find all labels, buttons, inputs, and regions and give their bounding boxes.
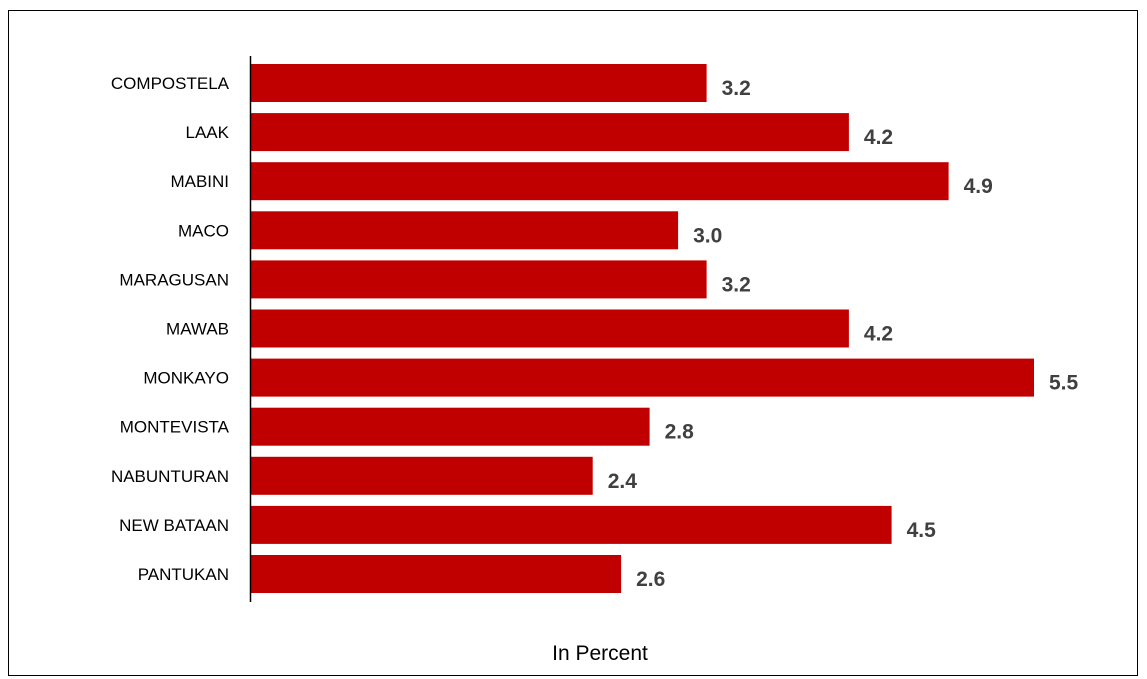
value-label: 4.5 — [907, 519, 937, 542]
value-label: 4.9 — [964, 175, 993, 198]
category-label: LAAK — [186, 123, 230, 142]
category-label: NEW BATAAN — [119, 516, 229, 535]
category-label: MONKAYO — [143, 369, 229, 388]
category-label: MACO — [178, 221, 229, 240]
value-label: 4.2 — [864, 323, 893, 346]
value-label: 3.2 — [722, 77, 751, 100]
category-label: COMPOSTELA — [111, 74, 230, 93]
bars-layer — [251, 64, 1034, 593]
value-label: 5.5 — [1049, 372, 1079, 395]
x-axis-title: In Percent — [552, 642, 648, 665]
category-label: PANTUKAN — [138, 565, 229, 584]
bar-new-bataan — [251, 505, 892, 544]
bar-pantukan — [251, 555, 622, 593]
bar-mawab — [251, 309, 849, 348]
bar-maragusan — [251, 260, 707, 299]
bar-monkayo — [251, 358, 1034, 397]
category-label: MONTEVISTA — [120, 418, 230, 437]
category-label: MARAGUSAN — [119, 270, 229, 289]
bar-montevista — [251, 407, 650, 446]
value-label: 3.0 — [693, 224, 722, 247]
bar-maco — [251, 211, 679, 250]
value-label: 3.2 — [722, 273, 751, 296]
bar-compostela — [251, 64, 707, 102]
value-label: 2.8 — [665, 421, 695, 444]
value-labels: 3.2 4.2 4.9 3.0 3.2 4.2 5.5 2.8 2.4 4.5 2.6 — [608, 77, 1079, 591]
category-label: MAWAB — [166, 320, 229, 339]
category-labels: COMPOSTELA LAAK MABINI MACO MARAGUSAN MAWAB MO… — [111, 74, 230, 584]
bar-nabunturan — [251, 456, 593, 495]
category-label: MABINI — [170, 172, 229, 191]
bar-laak — [251, 113, 849, 152]
value-label: 2.4 — [608, 470, 638, 493]
value-label: 4.2 — [864, 126, 893, 149]
value-label: 2.6 — [636, 568, 665, 591]
category-label: NABUNTURAN — [111, 467, 229, 486]
bar-mabini — [251, 162, 949, 201]
